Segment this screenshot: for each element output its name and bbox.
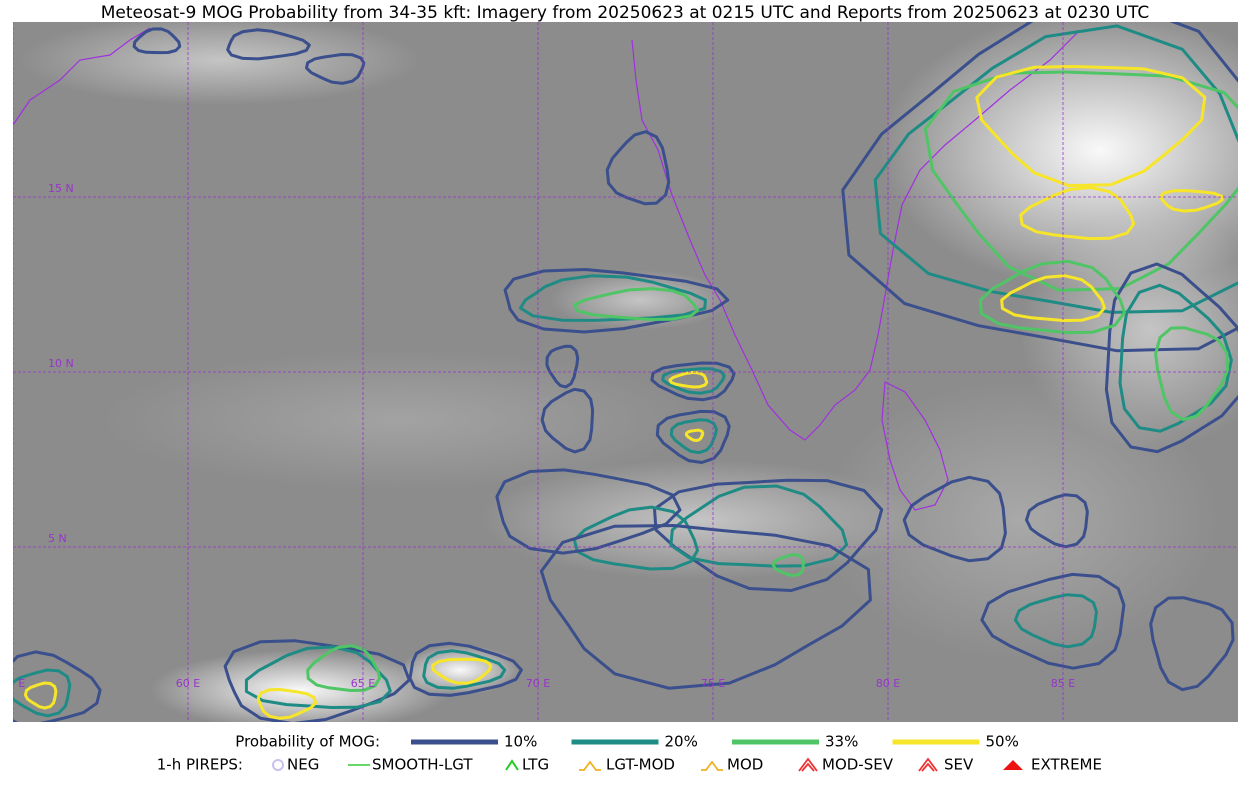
contour bbox=[408, 641, 523, 697]
lat-label: 15 N bbox=[48, 182, 74, 195]
contour bbox=[873, 24, 1238, 314]
lon-label: 75 E bbox=[701, 677, 725, 690]
pirep-symbol bbox=[1003, 760, 1023, 770]
contour bbox=[223, 639, 411, 722]
contour bbox=[605, 130, 671, 206]
lat-label: 10 N bbox=[48, 357, 74, 370]
pirep-symbol bbox=[579, 760, 601, 771]
contour bbox=[1154, 326, 1230, 422]
contour bbox=[668, 370, 709, 389]
pirep-label: LGT-MOD bbox=[606, 756, 675, 774]
contour bbox=[545, 344, 580, 389]
legend-label: 10% bbox=[504, 733, 537, 751]
coastline bbox=[13, 27, 1081, 511]
pirep-label: SMOOTH-LGT bbox=[372, 756, 473, 774]
contour bbox=[650, 361, 736, 402]
contour bbox=[1118, 283, 1233, 433]
pirep-symbol bbox=[505, 759, 519, 771]
lon-label: 65 E bbox=[351, 677, 375, 690]
contour bbox=[539, 524, 872, 690]
lon-label: 70 E bbox=[526, 677, 550, 690]
contour bbox=[661, 367, 726, 395]
pirep-symbol bbox=[918, 757, 938, 772]
contour bbox=[132, 27, 182, 55]
contour bbox=[1000, 274, 1106, 322]
contour bbox=[978, 259, 1126, 335]
contour bbox=[669, 418, 718, 455]
lon-label: 55 E bbox=[1, 677, 25, 690]
contour bbox=[684, 428, 705, 442]
contour bbox=[771, 553, 805, 577]
contour bbox=[23, 681, 58, 710]
legend-label: 20% bbox=[665, 733, 698, 751]
map: 55 E 60 E 65 E 70 E 75 E 80 E 85 E 15 N 10 N 5 N bbox=[1, 22, 1238, 722]
pirep-label: MOD-SEV bbox=[822, 756, 894, 774]
contour bbox=[256, 688, 318, 720]
contour bbox=[1013, 593, 1098, 649]
contour bbox=[572, 287, 699, 321]
contour bbox=[1104, 262, 1238, 454]
contour bbox=[1159, 189, 1224, 213]
contour bbox=[1025, 493, 1089, 549]
contour bbox=[431, 657, 493, 685]
pirep-symbol bbox=[272, 759, 284, 771]
contour bbox=[226, 28, 311, 61]
lon-label: 60 E bbox=[176, 677, 200, 690]
contour bbox=[655, 409, 731, 464]
contour bbox=[503, 268, 730, 334]
legend-label: 50% bbox=[986, 733, 1019, 751]
contour bbox=[306, 644, 382, 692]
lon-label: 80 E bbox=[876, 677, 900, 690]
contour bbox=[305, 53, 366, 85]
contour bbox=[1149, 596, 1235, 692]
pirep-label: SEV bbox=[944, 756, 974, 774]
contour bbox=[923, 70, 1238, 292]
contour bbox=[980, 572, 1126, 670]
graticule: 55 E 60 E 65 E 70 E 75 E 80 E 85 E 15 N 10 N 5 N bbox=[1, 22, 1238, 722]
contour bbox=[518, 274, 707, 322]
contour bbox=[540, 387, 595, 454]
legend: 10% 20% 33% 50% NEG SMOOTH-LGT LTG LGT-MOD MOD MO… bbox=[272, 733, 1102, 774]
contour bbox=[902, 475, 1007, 563]
pirep-label: NEG bbox=[287, 756, 319, 774]
contour bbox=[422, 649, 507, 690]
pirep-label: MOD bbox=[727, 756, 763, 774]
pirep-symbol bbox=[798, 757, 818, 772]
contour bbox=[13, 650, 102, 722]
contour bbox=[653, 478, 884, 592]
pirep-label: EXTREME bbox=[1031, 756, 1102, 774]
contour bbox=[13, 668, 72, 718]
lat-label: 5 N bbox=[48, 532, 67, 545]
legend-label: 33% bbox=[825, 733, 858, 751]
contour bbox=[244, 645, 392, 709]
contours bbox=[13, 22, 1238, 722]
contour bbox=[841, 22, 1238, 353]
pirep-symbol bbox=[701, 760, 723, 771]
pireps-label: 1-h PIREPS: bbox=[157, 756, 243, 774]
contour bbox=[1019, 186, 1136, 241]
probability-label: Probability of MOG: bbox=[235, 733, 380, 751]
contour bbox=[975, 65, 1207, 188]
contour bbox=[495, 468, 682, 555]
lon-label: 85 E bbox=[1051, 677, 1075, 690]
pirep-label: LTG bbox=[522, 756, 549, 774]
title: Meteosat-9 MOG Probability from 34-35 kf… bbox=[101, 3, 1150, 23]
